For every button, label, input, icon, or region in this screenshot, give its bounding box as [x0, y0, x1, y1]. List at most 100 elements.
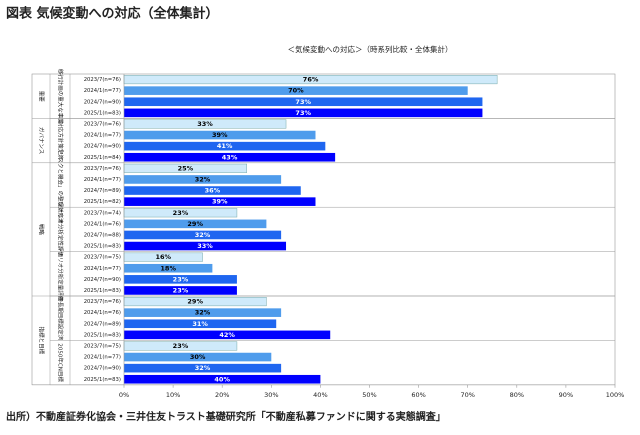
- row-label: 2023/7(n=75): [84, 255, 121, 261]
- bar: [124, 286, 237, 295]
- bar: [124, 197, 316, 206]
- bar: [124, 141, 326, 151]
- bar: [124, 241, 287, 251]
- row-label: 2024/7(n=89): [84, 321, 121, 327]
- bar: [124, 130, 316, 140]
- value-label: 41%: [217, 142, 233, 150]
- x-tick-label: 20%: [215, 391, 229, 399]
- value-label: 25%: [178, 164, 194, 172]
- value-label: 29%: [187, 220, 203, 228]
- x-tick-label: 40%: [313, 391, 327, 399]
- value-label: 40%: [214, 375, 230, 383]
- value-label: 42%: [219, 331, 235, 339]
- row-label: 2024/7(n=90): [84, 99, 121, 105]
- value-label: 36%: [205, 187, 221, 195]
- row-label: 2024/7(n=90): [84, 144, 121, 150]
- row-label: 2023/7(n=76): [84, 299, 121, 305]
- value-label: 32%: [195, 175, 211, 183]
- bar: [124, 319, 277, 329]
- row-label: 2025/1(n=83): [84, 244, 121, 250]
- bar: [124, 86, 468, 95]
- row-label: 2024/7(n=89): [84, 188, 121, 194]
- bar: [124, 219, 267, 229]
- row-label: 2025/1(n=83): [84, 377, 121, 383]
- row-label: 2025/1(n=82): [84, 199, 121, 205]
- bar: [124, 374, 321, 384]
- bar: [124, 108, 483, 118]
- group-label: 中長期目標設定済: [57, 296, 65, 341]
- row-label: 2024/1(n=77): [84, 88, 121, 94]
- bar: [124, 97, 483, 107]
- section-label: 重要: [38, 91, 46, 103]
- value-label: 23%: [173, 275, 189, 283]
- row-label: 2025/1(n=84): [84, 155, 121, 161]
- x-tick-label: 80%: [510, 391, 524, 399]
- value-label: 76%: [303, 76, 319, 84]
- row-label: 2024/1(n=76): [84, 310, 121, 316]
- value-label: 73%: [295, 109, 311, 117]
- value-label: 32%: [195, 309, 211, 317]
- value-label: 18%: [160, 264, 176, 272]
- value-label: 16%: [155, 253, 171, 261]
- x-tick-label: 0%: [119, 391, 129, 399]
- bar: [124, 352, 272, 362]
- section-label: 指標と目標: [38, 327, 46, 355]
- row-label: 2024/1(n=77): [84, 355, 121, 361]
- row-label: 2024/1(n=77): [84, 133, 121, 139]
- x-tick-label: 100%: [606, 391, 625, 399]
- row-label: 2023/7(n=76): [84, 121, 121, 127]
- bar: [124, 308, 282, 317]
- bar: [124, 175, 282, 184]
- row-label: 2023/7(n=76): [84, 77, 121, 83]
- row-label: 2024/1(n=77): [84, 266, 121, 272]
- x-tick-label: 60%: [411, 391, 425, 399]
- value-label: 33%: [197, 120, 213, 128]
- value-label: 39%: [212, 131, 228, 139]
- row-label: 2025/1(n=83): [84, 332, 121, 338]
- value-label: 31%: [192, 320, 208, 328]
- row-label: 2024/1(n=77): [84, 177, 121, 183]
- value-label: 33%: [197, 242, 213, 250]
- group-label: 対応方針策定済: [57, 121, 65, 160]
- x-tick-label: 70%: [460, 391, 474, 399]
- section-label: ガバナンス: [38, 127, 46, 154]
- row-label: 2024/7(n=90): [84, 366, 121, 372]
- title: 図表 気候変動への対応（全体集計）: [6, 6, 219, 22]
- bar: [124, 275, 237, 284]
- bar: [124, 186, 301, 195]
- subtitle: ＜気候変動への対応＞（時系列比較・全体集計）: [288, 44, 453, 54]
- row-label: 2023/7(n=75): [84, 343, 121, 349]
- value-label: 73%: [295, 98, 311, 106]
- row-label: 2025/1(n=83): [84, 110, 121, 116]
- value-label: 29%: [187, 298, 203, 306]
- value-label: 43%: [222, 153, 238, 161]
- bar: [124, 230, 282, 240]
- group-label: 移行計画の重大な事業: [57, 69, 65, 125]
- value-label: 23%: [173, 209, 189, 217]
- value-label: 39%: [212, 198, 228, 206]
- value-label: 30%: [190, 353, 206, 361]
- x-tick-label: 30%: [264, 391, 278, 399]
- x-tick-label: 50%: [362, 391, 376, 399]
- group-label: シナリオ分析定量評価: [57, 246, 65, 302]
- value-label: 70%: [288, 87, 304, 95]
- value-label: 32%: [195, 231, 211, 239]
- section-label: 戦略: [38, 224, 46, 236]
- row-label: 2025/1(n=83): [84, 288, 121, 294]
- row-label: 2024/1(n=76): [84, 221, 121, 227]
- group-label: 「リスクと機会」の整理対応済: [57, 146, 65, 224]
- value-label: 23%: [173, 286, 189, 294]
- row-label: 2024/7(n=90): [84, 277, 121, 283]
- row-label: 2023/7(n=74): [84, 210, 121, 216]
- bar: [124, 152, 336, 162]
- value-label: 23%: [173, 342, 189, 350]
- bar: [124, 263, 213, 273]
- row-label: 2024/7(n=88): [84, 232, 121, 238]
- bar: [124, 363, 282, 373]
- group-label: 2050年CN目標: [57, 343, 65, 382]
- x-tick-label: 90%: [559, 391, 573, 399]
- source: 出所）不動産証券化協会・三井住友トラスト基礎研究所「不動産私募ファンドに関する実…: [6, 410, 446, 423]
- value-label: 32%: [195, 364, 211, 372]
- bar: [124, 330, 331, 340]
